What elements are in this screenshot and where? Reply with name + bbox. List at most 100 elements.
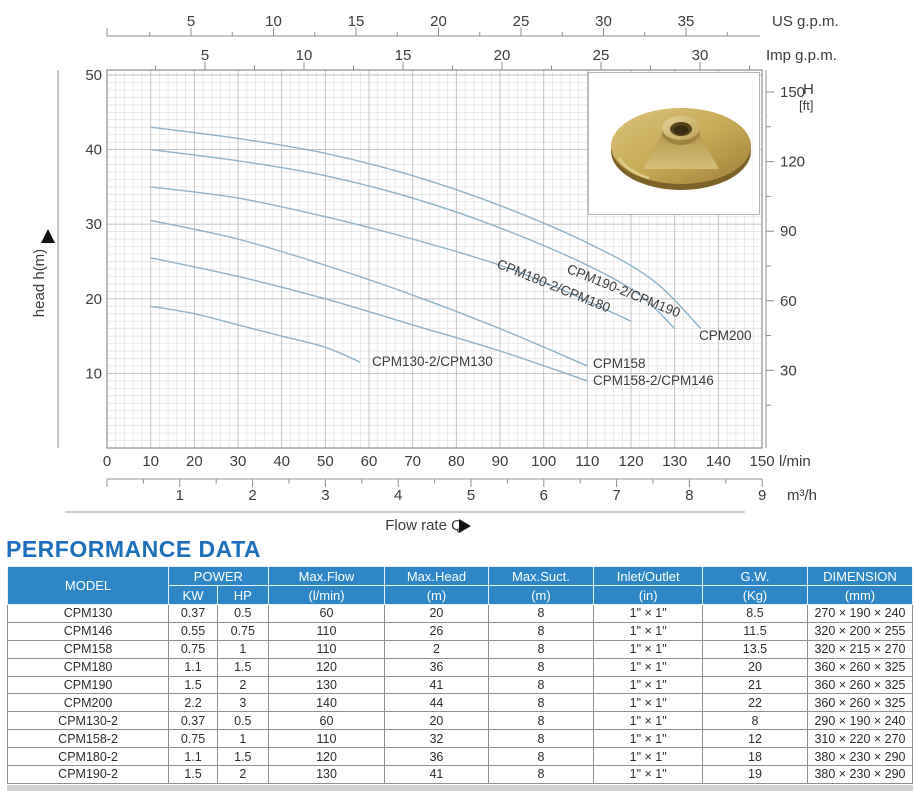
table-cell: 41 (384, 765, 489, 784)
pump-curves-chart-canvas: CPM190-2/CPM190CPM180-2/CPM180CPM200CPM1… (31, 13, 839, 534)
table-cell: 380 × 230 × 290 (806, 747, 914, 767)
table-cell: 120 (267, 747, 386, 767)
table-cell: 0.75 (168, 639, 218, 659)
table-cell: 0.5 (216, 711, 269, 731)
col-max-head-unit: (m) (384, 585, 489, 605)
table-cell: 1.5 (216, 747, 269, 767)
ft-tick-label: 30 (780, 362, 797, 379)
table-cell: 0.37 (168, 604, 218, 623)
table-cell: 8 (487, 639, 595, 659)
lmin-tick-label: 110 (575, 453, 599, 470)
lmin-axis-label: l/min (779, 453, 811, 470)
table-row: CPM190-2 1.5 2 130 41 8 1" × 1" 19 380 × 230 × 2… (6, 765, 914, 784)
lmin-tick-label: 100 (531, 453, 556, 470)
table-cell: 20 (384, 604, 489, 623)
table-cell: 22 (701, 693, 808, 713)
col-max-suct: Max.Suct. (487, 566, 595, 586)
table-cell: 380 × 230 × 290 (806, 765, 914, 784)
table-cell: 360 × 260 × 325 (806, 675, 914, 695)
table-cell: CPM190-2 (6, 765, 170, 784)
m3h-axis-label: m³/h (787, 487, 817, 504)
table-cell: 110 (267, 621, 386, 641)
m3h-tick-label: 8 (685, 487, 693, 504)
table-bottom-strip (7, 785, 913, 791)
head-axis-label: head h(m) (31, 249, 48, 317)
us-gpm-tick-label: 15 (348, 13, 365, 30)
table-cell: 110 (267, 729, 386, 749)
table-cell: 1" × 1" (593, 621, 703, 641)
lmin-tick-label: 0 (103, 453, 111, 470)
col-max-flow-unit: (l/min) (267, 585, 386, 605)
up-arrow-icon (41, 229, 55, 243)
imp-gpm-axis-label: Imp g.p.m. (766, 47, 837, 64)
us-gpm-tick-label: 20 (430, 13, 447, 30)
table-cell: 8 (487, 621, 595, 641)
table-cell: 1.1 (168, 747, 218, 767)
curve-CPM180-2/CPM180 (150, 186, 632, 322)
table-cell: 1" × 1" (593, 693, 703, 713)
lmin-tick-label: 70 (404, 453, 421, 470)
table-cell: 130 (267, 765, 386, 784)
table-cell: 1" × 1" (593, 639, 703, 659)
table-cell: 360 × 260 × 325 (806, 693, 914, 713)
table-cell: 120 (267, 657, 386, 677)
imp-gpm-tick-label: 25 (593, 47, 610, 64)
lmin-tick-label: 120 (619, 453, 644, 470)
us-gpm-tick-label: 10 (265, 13, 282, 30)
table-cell: 44 (384, 693, 489, 713)
lmin-tick-label: 150 (750, 453, 775, 470)
table-cell: 32 (384, 729, 489, 749)
imp-gpm-tick-label: 20 (494, 47, 511, 64)
table-cell: 26 (384, 621, 489, 641)
lmin-tick-label: 50 (317, 453, 334, 470)
table-cell: 0.55 (168, 621, 218, 641)
impeller-bore-inner (673, 125, 689, 135)
us-gpm-tick-label: 35 (678, 13, 695, 30)
table-cell: 36 (384, 747, 489, 767)
col-max-flow: Max.Flow (267, 566, 386, 586)
table-cell: 360 × 260 × 325 (806, 657, 914, 677)
lmin-tick-label: 90 (492, 453, 509, 470)
ft-tick-label: 150 (780, 84, 805, 101)
table-cell: 2.2 (168, 693, 218, 713)
table-cell: 8 (487, 729, 595, 749)
performance-chart: CPM190-2/CPM190 CPM180-2/CPM180 CPM200 CPM1… (31, 13, 839, 534)
m3h-tick-label: 4 (394, 487, 402, 504)
ft-axis-label: H (803, 81, 814, 98)
lmin-tick-label: 80 (448, 453, 465, 470)
col-max-suct-unit: (m) (487, 585, 595, 605)
lmin-tick-label: 10 (142, 453, 159, 470)
curve-CPM158 (150, 219, 588, 367)
curve-label: CPM158-2/CPM146 (593, 373, 714, 388)
table-cell: CPM130 (6, 604, 170, 623)
us-gpm-axis-label: US g.p.m. (772, 13, 839, 30)
col-dimension-unit: (mm) (806, 585, 914, 605)
table-cell: 41 (384, 675, 489, 695)
curve-CPM130-2/CPM130 (150, 305, 361, 363)
table-cell: 140 (267, 693, 386, 713)
ft-tick-label: 60 (780, 293, 797, 310)
table-cell: 110 (267, 639, 386, 659)
table-row: CPM180 1.1 1.5 120 36 8 1" × 1" 20 360 × 260 × 3… (6, 657, 914, 677)
table-cell: 8 (487, 747, 595, 767)
right-arrow-icon (459, 519, 471, 533)
table-cell: 1.1 (168, 657, 218, 677)
table-cell: 13.5 (701, 639, 808, 659)
table-cell: 2 (216, 765, 269, 784)
table-cell: 290 × 190 × 240 (806, 711, 914, 731)
col-gw-unit: (Kg) (701, 585, 808, 605)
curve-label: CPM158 (593, 356, 646, 371)
header-row-1: MODEL POWER Max.Flow Max.Head Max.Suct. … (6, 566, 914, 605)
table-cell: 8.5 (701, 604, 808, 623)
table-cell: 1" × 1" (593, 604, 703, 623)
table-cell: CPM158-2 (6, 729, 170, 749)
col-gw: G.W. (701, 566, 808, 586)
table-row: CPM190 1.5 2 130 41 8 1" × 1" 21 360 × 260 × 325 (6, 675, 914, 695)
performance-data-table: MODEL POWER Max.Flow Max.Head Max.Suct. … (6, 566, 914, 784)
table-row: CPM146 0.55 0.75 110 26 8 1" × 1" 11.5 320 × 200… (6, 621, 914, 641)
table-cell: 1" × 1" (593, 729, 703, 749)
curve-label: CPM200 (699, 328, 752, 343)
table-cell: CPM180-2 (6, 747, 170, 767)
table-row: CPM180-2 1.1 1.5 120 36 8 1" × 1" 18 380 × 230 ×… (6, 747, 914, 767)
